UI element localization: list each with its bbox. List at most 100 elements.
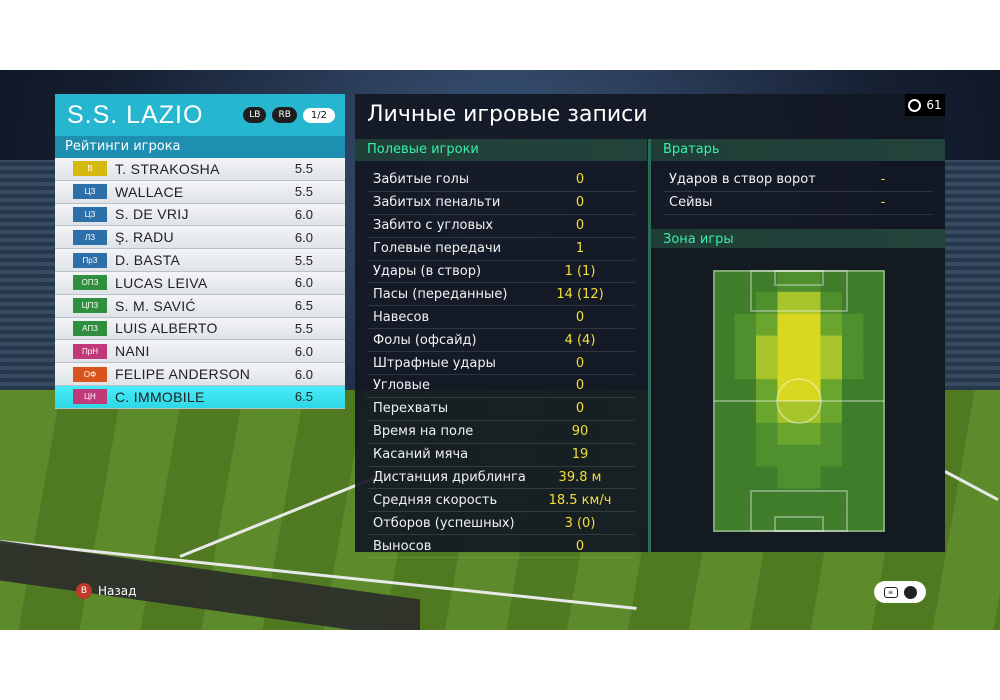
player-row[interactable]: ЛЗ Ș. RADU 6.0 (55, 226, 345, 250)
stat-row: Удары (в створ) 1 (1) (367, 261, 635, 284)
heatmap-cell (713, 270, 735, 293)
player-row[interactable]: ПрЗ D. BASTA 5.5 (55, 249, 345, 272)
heatmap-cell (820, 510, 843, 532)
heatmap-cell (820, 291, 843, 315)
match-records-panel: Личные игровые записи 61 Полевые игроки … (355, 94, 945, 559)
player-row[interactable]: ПрН NANI 6.0 (55, 340, 345, 364)
gk-stat-row: Ударов в створ ворот - (663, 169, 933, 192)
player-row[interactable]: ЦН C. IMMOBILE 6.5 (55, 385, 345, 409)
heatmap-cell (777, 313, 800, 336)
stat-row: Голевые передачи 1 (367, 238, 635, 261)
player-rating: 5.5 (294, 184, 313, 200)
team-ratings-panel: S.S. LAZIO LB RB 1/2 Рейтинги игрока В T.… (55, 94, 345, 409)
controller-hint[interactable]: ≡ (874, 581, 926, 603)
heatmap-cell (734, 335, 757, 358)
heatmap-cell (842, 466, 864, 489)
heatmap-cell (756, 510, 778, 532)
heatmap-cell (756, 335, 778, 358)
player-row[interactable]: АПЗ LUIS ALBERTO 5.5 (55, 317, 345, 341)
heatmap-cell (842, 270, 864, 293)
heatmap-cell (863, 291, 885, 315)
player-row[interactable]: ЦЗ S. DE VRIJ 6.0 (55, 203, 345, 227)
stadium-stand-right (945, 160, 1000, 390)
heatmap-cell (799, 510, 821, 532)
heatmap-cell (820, 270, 843, 293)
player-row[interactable]: ЦПЗ S. M. SAVIĆ 6.5 (55, 294, 345, 318)
stat-label: Выносов (373, 538, 432, 554)
stat-label: Время на поле (373, 424, 474, 440)
heatmap-cell (820, 335, 843, 358)
heatmap-cell (756, 488, 778, 511)
heatmap-cell (799, 444, 821, 467)
heatmap-cell (863, 510, 885, 532)
heatmap-cell (863, 488, 885, 511)
stat-value: 0 (575, 195, 585, 211)
heatmap-cell (842, 401, 864, 424)
goalkeeper-stat-list: Ударов в створ ворот - Сейвы - (651, 169, 945, 215)
stat-label: Угловые (373, 378, 430, 394)
heatmap-cell (756, 357, 778, 380)
heatmap-cell (777, 488, 800, 511)
pitch-marking (750, 490, 848, 532)
heatmap-cell (799, 422, 821, 446)
position-badge: ОФ (73, 366, 107, 382)
heatmap-cell (799, 466, 821, 489)
heatmap-cell (842, 488, 864, 511)
heatmap-cell (713, 379, 735, 402)
player-rating: 5.5 (294, 320, 313, 336)
heatmap-cell (820, 422, 843, 446)
stat-row: Навесов 0 (367, 306, 635, 330)
heatmap-cell (799, 401, 821, 424)
back-hint[interactable]: B Назад (76, 583, 136, 599)
player-row[interactable]: ОФ FELIPE ANDERSON 6.0 (55, 363, 345, 386)
heatmap-cell (820, 444, 843, 467)
heatmap-cell (734, 466, 757, 489)
player-rating: 6.5 (294, 298, 313, 314)
heatmap-cell (713, 444, 735, 467)
heatmap-cell (777, 422, 800, 446)
heatmap-cell (756, 422, 778, 446)
position-badge: В (73, 161, 107, 177)
player-row[interactable]: В T. STRAKOSHA 5.5 (55, 158, 345, 181)
team-switch-controls: LB RB 1/2 (243, 107, 335, 123)
player-list: В T. STRAKOSHA 5.5 ЦЗ WALLACE 5.5 ЦЗ S. DE VRIJ… (55, 158, 345, 409)
stat-value: 18.5 км/ч (548, 492, 612, 508)
player-row[interactable]: ОПЗ LUCAS LEIVA 6.0 (55, 271, 345, 295)
heatmap-cell (863, 422, 885, 446)
heatmap-cell (863, 444, 885, 467)
stat-label: Ударов в створ ворот (669, 172, 816, 188)
heatmap-cell (842, 313, 864, 336)
goalkeeper-column: Вратарь Ударов в створ ворот - Сейвы - Зона… (651, 139, 945, 251)
player-rating: 6.5 (294, 389, 313, 405)
heatmap-cell (713, 466, 735, 489)
player-name: D. BASTA (115, 252, 181, 269)
stat-row: Фолы (офсайд) 4 (4) (367, 329, 635, 353)
heatmap-cell (820, 357, 843, 380)
player-rating: 6.0 (294, 343, 313, 359)
position-badge: ЦЗ (73, 206, 107, 222)
stat-value: 0 (575, 309, 585, 325)
position-badge: ПрН (73, 343, 107, 359)
heatmap-cell (777, 357, 800, 380)
heatmap-cell (799, 379, 821, 402)
stat-row: Угловые 0 (367, 375, 635, 398)
heatmap-cell (734, 313, 757, 336)
heatmap-cell (799, 291, 821, 315)
player-rating: 6.0 (294, 206, 313, 222)
player-name: LUIS ALBERTO (115, 320, 218, 337)
heatmap-cell (820, 401, 843, 424)
stat-row: Штрафные удары 0 (367, 352, 635, 376)
heatmap-cell (863, 335, 885, 358)
player-row[interactable]: ЦЗ WALLACE 5.5 (55, 180, 345, 204)
panel-title: Личные игровые записи (367, 102, 648, 127)
stat-row: Дистанция дриблинга 39.8 м (367, 467, 635, 490)
heatmap-cell (777, 379, 800, 402)
team-name: S.S. LAZIO (67, 100, 204, 129)
stat-value: 39.8 м (558, 470, 602, 486)
heatmap-cell (777, 444, 800, 467)
lb-button[interactable]: LB (243, 107, 267, 123)
player-name: LUCAS LEIVA (115, 274, 208, 291)
rb-button[interactable]: RB (272, 107, 297, 123)
stat-row: Забитых пенальти 0 (367, 192, 635, 215)
player-rating: 6.0 (294, 229, 313, 245)
